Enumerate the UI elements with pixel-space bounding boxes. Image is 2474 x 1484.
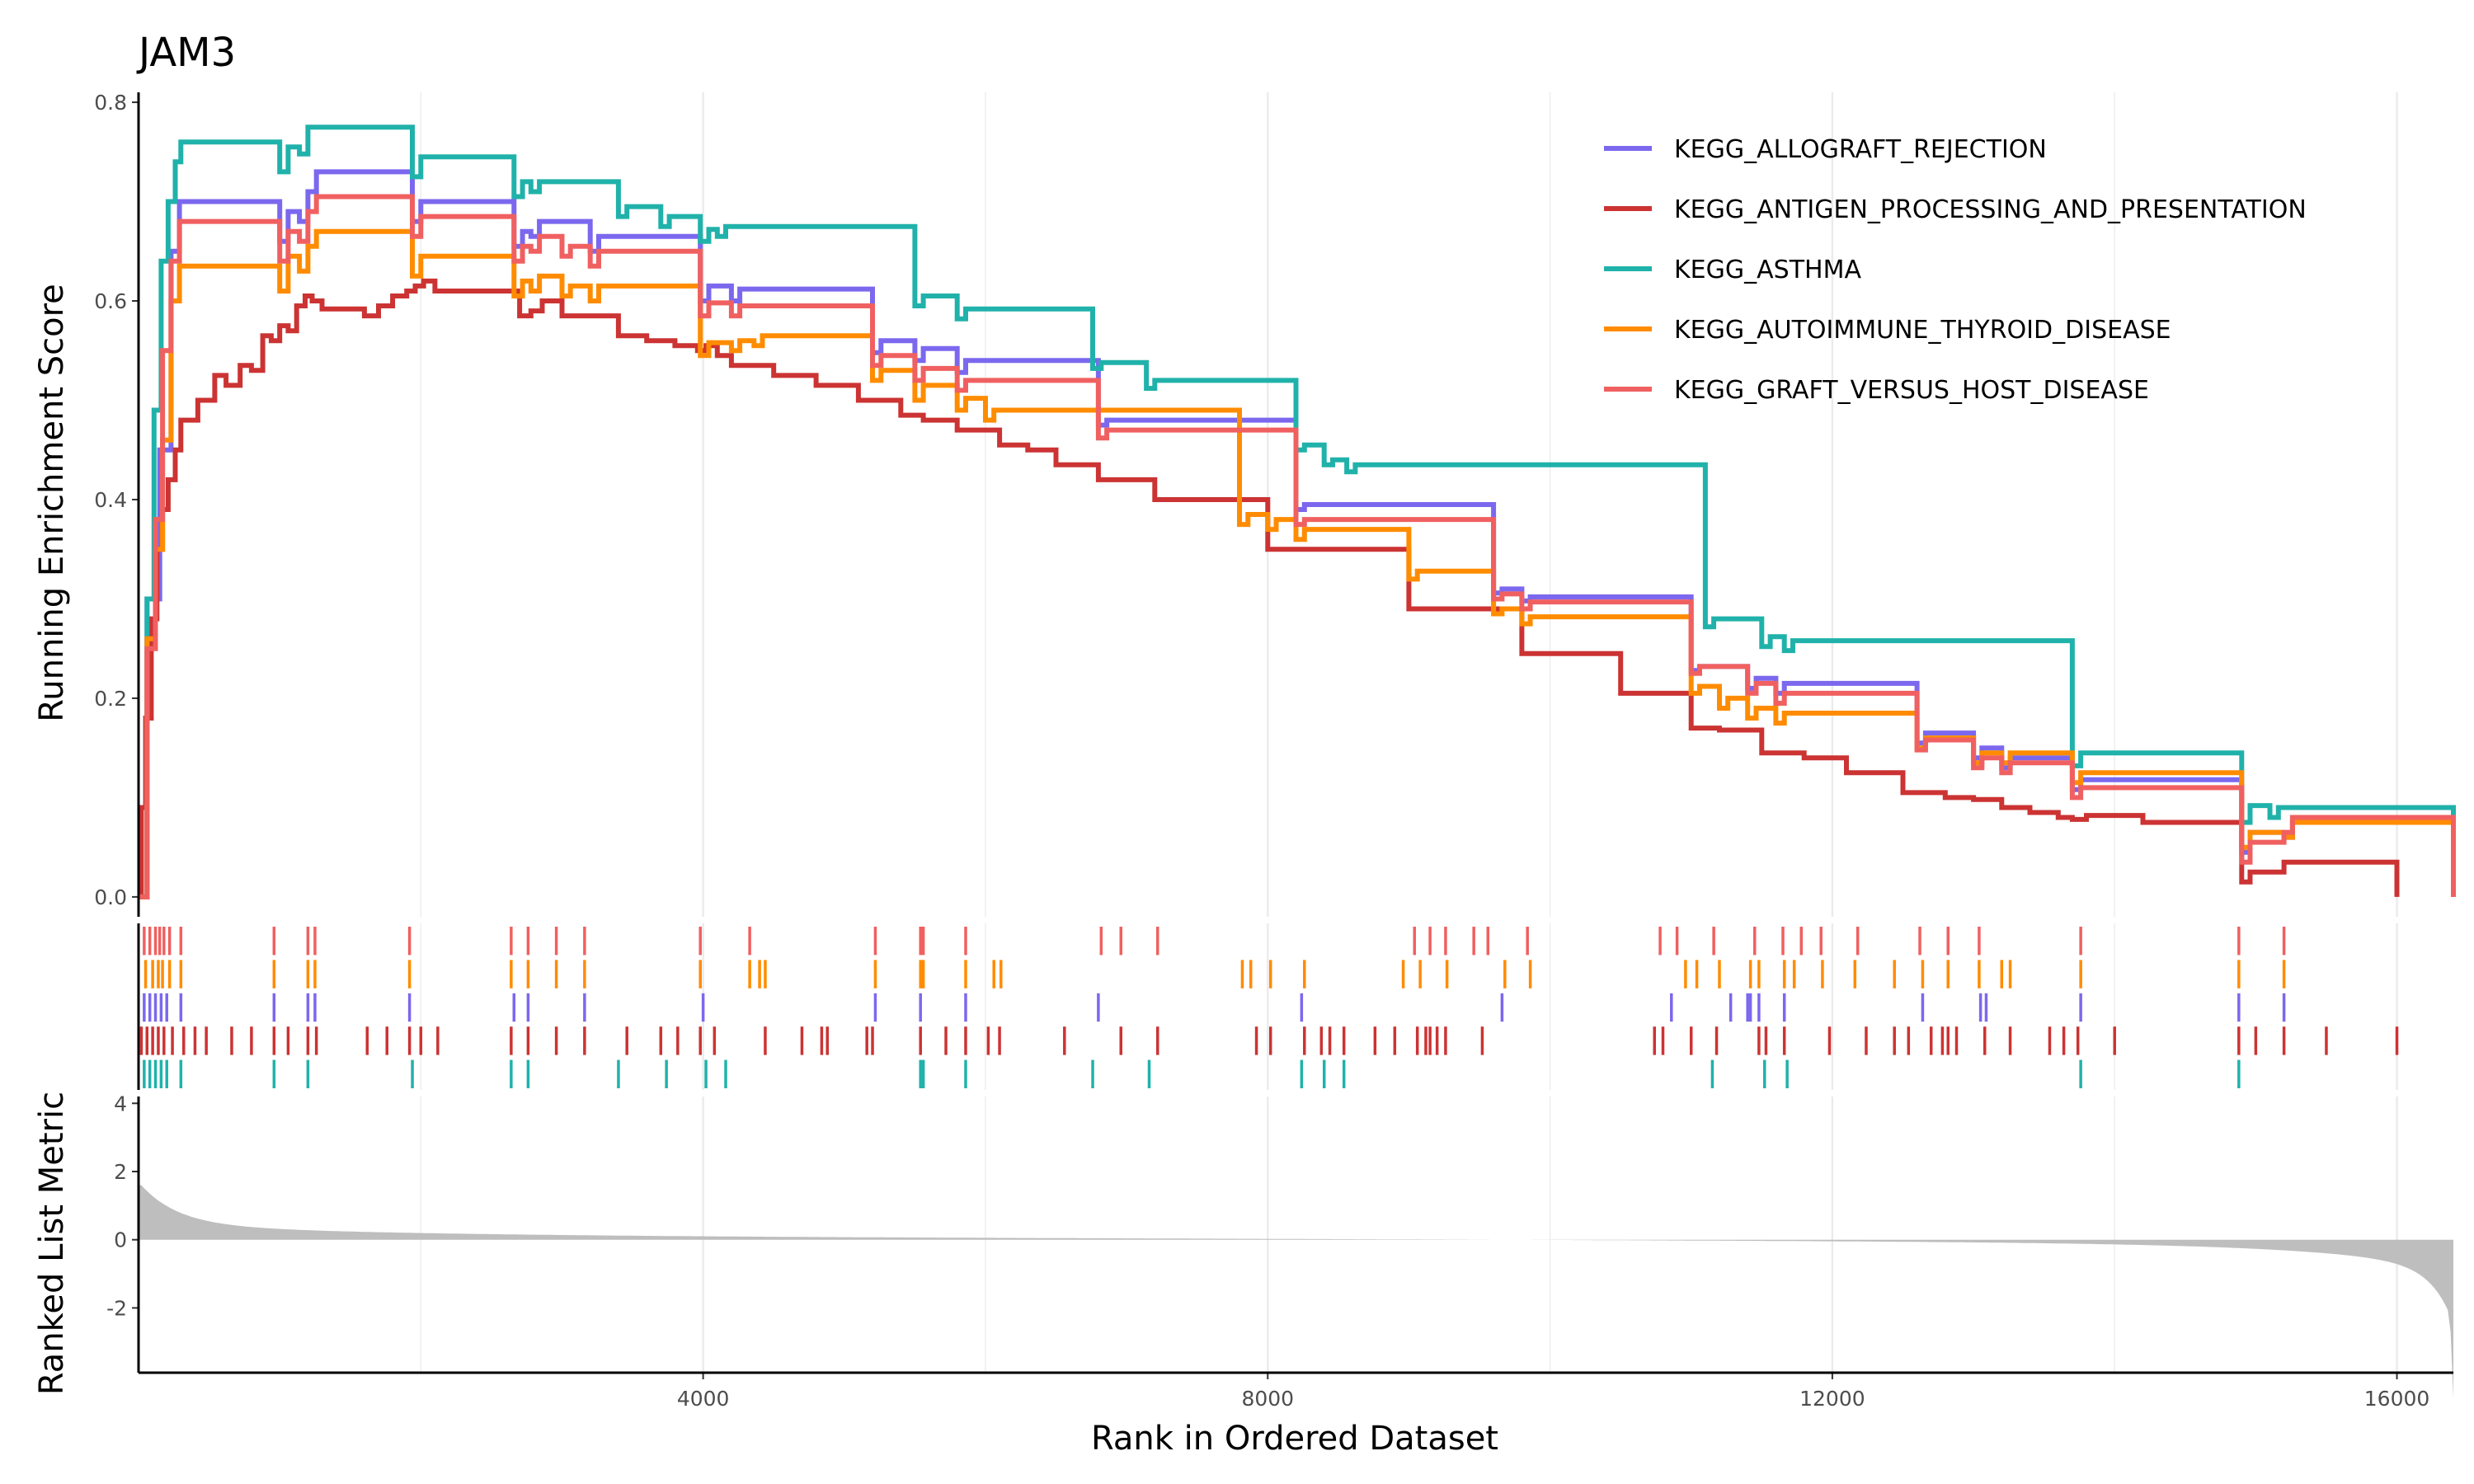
gene-hit-ticks [139,927,2399,1088]
hits-panel [139,923,2399,1090]
bottom-y-axis: -2 0 2 4 [106,1092,139,1320]
top-panel: 0.0 0.2 0.4 0.6 0.8 [94,91,2456,917]
y-tick-label: -2 [106,1296,127,1320]
x-tick-label: 4000 [677,1387,730,1411]
legend-label: KEGG_ASTHMA [1674,256,1861,284]
x-tick-label: 12000 [1799,1387,1865,1411]
axis-lines [137,92,2453,1374]
bottom-panel-grid [420,1097,2398,1373]
enrichment-lines [139,124,2456,899]
ranked-metric-area [139,1185,2453,1399]
y-tick-label: 0.0 [94,885,127,909]
y-tick-label: 0 [114,1228,127,1252]
legend: KEGG_ALLOGRAFT_REJECTION KEGG_ANTIGEN_PRO… [1604,135,2307,405]
y-tick-label: 2 [114,1160,127,1184]
legend-label: KEGG_AUTOIMMUNE_THYROID_DISEASE [1674,316,2171,345]
chart-title: JAM3 [136,30,236,76]
series-line [139,124,2456,899]
y-tick-label: 0.6 [94,289,127,313]
y-axis-title-top: Running Enrichment Score [33,284,71,722]
y-tick-label: 0.4 [94,488,127,512]
top-panel-grid [420,92,2398,917]
series-line [139,169,2456,899]
x-axis: 4000 8000 12000 16000 [677,1373,2429,1411]
y-tick-label: 0.2 [94,687,127,711]
x-axis-title: Rank in Ordered Dataset [1091,1420,1498,1458]
y-axis-title-bottom: Ranked List Metric [33,1092,71,1395]
hits-panel-grid [420,923,2398,1090]
x-tick-label: 8000 [1241,1387,1294,1411]
y-tick-label: 0.8 [94,91,127,115]
x-tick-label: 16000 [2364,1387,2430,1411]
legend-label: KEGG_ANTIGEN_PROCESSING_AND_PRESENTATION [1674,195,2307,224]
bottom-panel: -2 0 2 4 4000 8000 12000 16000 [106,1092,2453,1411]
legend-label: KEGG_GRAFT_VERSUS_HOST_DISEASE [1674,376,2149,405]
legend-label: KEGG_ALLOGRAFT_REJECTION [1674,135,2047,164]
top-y-axis: 0.0 0.2 0.4 0.6 0.8 [94,91,139,909]
series-line [139,194,2456,899]
y-tick-label: 4 [114,1092,127,1115]
